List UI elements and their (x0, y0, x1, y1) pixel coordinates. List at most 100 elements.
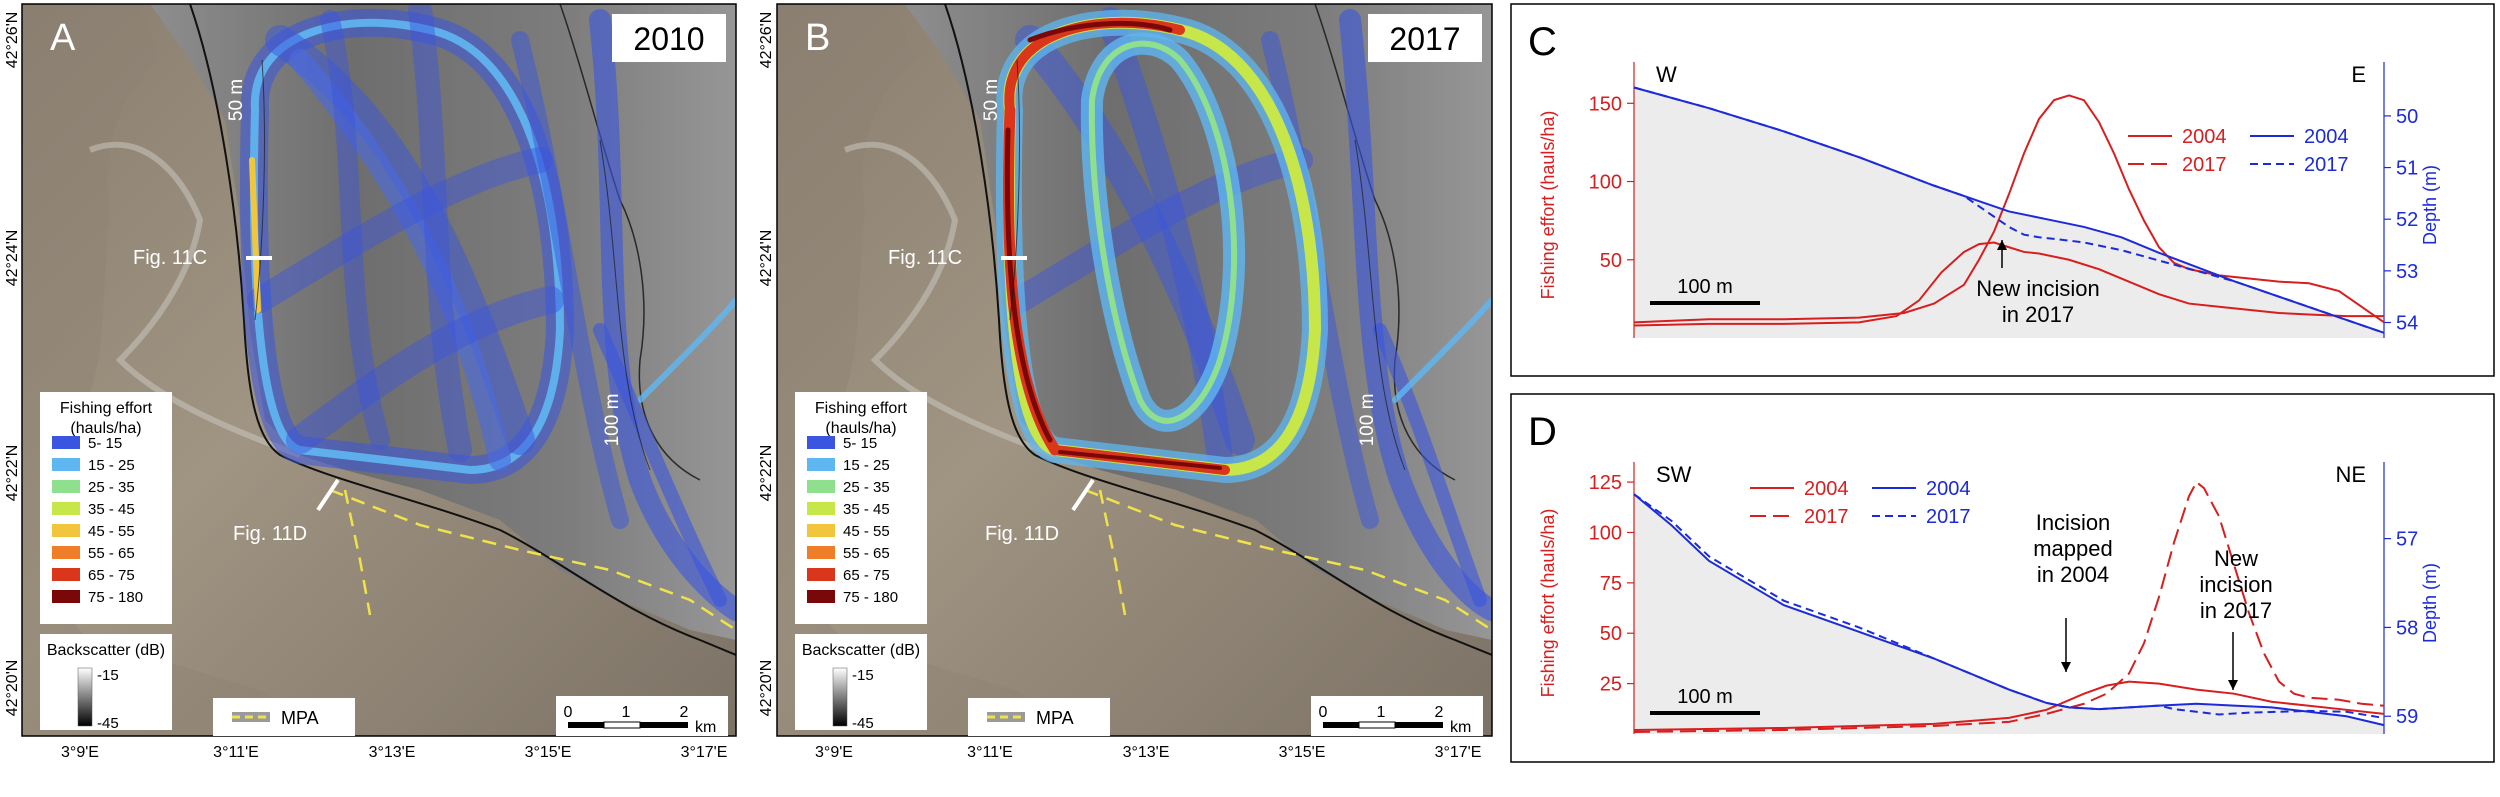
map_a-legend-swatch (52, 524, 80, 537)
chart-d-left-tick-label: 25 (1600, 674, 1622, 696)
map-b-scale-2: 2 (1435, 704, 1444, 721)
chart-d-annotation-text: in 2004 (2037, 562, 2109, 587)
map-b-backscatter-min: -45 (852, 715, 874, 732)
chart-c-right-tick-label: 53 (2396, 261, 2418, 283)
map-a-legend: Fishing effort (hauls/ha) 5- 15 15 - 25 25… (40, 392, 172, 624)
map-b-year-box (1368, 14, 1482, 62)
map-b-contour-100: 100 m (1357, 394, 1378, 447)
chart-d-right-tick-label: 57 (2396, 529, 2418, 551)
chart-c-legend-fishing-2004: 2004 (2182, 126, 2227, 148)
chart-d-annotation-text: in 2017 (2200, 598, 2272, 623)
mpa-boundary (329, 488, 736, 632)
map_a-legend-bin: 15 - 25 (88, 457, 135, 474)
fishing-tracks-2017 (995, 7, 1492, 621)
chart-c-scale-label: 100 m (1677, 276, 1733, 298)
map_a-legend-bin: 45 - 55 (88, 523, 135, 540)
map_a-legend-swatch (52, 546, 80, 559)
chart-c-left-tick-label: 50 (1600, 250, 1622, 272)
chart-d-legend-depth-2004: 2004 (1926, 478, 1971, 500)
chart-d-fishing-2004-line (1633, 680, 2385, 731)
chart-d-left-tick-label: 100 (1589, 522, 1622, 544)
map_a-legend-swatch (52, 590, 80, 603)
map_a-legend-bin: 65 - 75 (88, 567, 135, 584)
map-a-scale-1: 1 (622, 704, 631, 721)
map-a-lon-2: 3°11'E (213, 744, 259, 761)
map-b-year: 2017 (1389, 21, 1460, 57)
chart-c-right-tick-label: 50 (2396, 106, 2418, 128)
chart-d-fishing-2017-line (1633, 480, 2385, 733)
map_b-legend-bin: 25 - 35 (843, 479, 890, 496)
chart-c: C 50 100 150 50 51 52 53 54 Fishing effort (haul… (1510, 3, 2495, 377)
map-a-mpa-label: MPA (281, 708, 319, 728)
chart-d-annotation-text: mapped (2033, 536, 2113, 561)
map-b-scale-unit: km (1450, 719, 1471, 736)
map_b-legend-bin: 45 - 55 (843, 523, 890, 540)
map-a-backscatter-min: -45 (97, 715, 119, 732)
fishing-tracks-2010 (239, 4, 736, 621)
map-b-letter: B (805, 17, 830, 59)
map_b-legend-swatch (807, 546, 835, 559)
chart-c-legend-depth-2017: 2017 (2304, 154, 2349, 176)
chart-d-depth-2004-line (1633, 493, 2385, 727)
chart-d-left-tick-label: 125 (1589, 472, 1622, 494)
map-a-lat-2: 42°24'N (4, 230, 21, 287)
map-b-contour-50: 50 m (981, 79, 1002, 121)
chart-c-seabed-fill (1634, 87, 2384, 338)
map-a-lon-3: 3°13'E (369, 744, 416, 761)
map_b-legend-swatch (807, 568, 835, 581)
map-a-scale-2: 2 (680, 704, 689, 721)
chart-d-seabed-fill (1634, 494, 2384, 734)
map-b-lon-1: 3°9'E (815, 744, 853, 761)
chart-d-annotation-arrowhead (2228, 680, 2238, 690)
map-a: A 2010 50 m 100 m Fig. 11C Fig. 11D Fish… (4, 3, 737, 761)
map-b-scale-0: 0 (1319, 704, 1328, 721)
map-a-contour-100: 100 m (602, 394, 623, 447)
map_b-legend-swatch (807, 480, 835, 493)
map-b-backscatter-title: Backscatter (dB) (802, 642, 920, 659)
map_a-legend-swatch (52, 502, 80, 515)
map_a-legend-swatch (52, 436, 80, 449)
map-a-lon-4: 3°15'E (525, 744, 572, 761)
chart-d-ylabel-right: Depth (m) (2420, 563, 2440, 643)
chart-c-ylabel-left: Fishing effort (hauls/ha) (1538, 111, 1558, 300)
coastline (189, 4, 736, 656)
map-b: B 2017 50 m 100 m Fig. 11C Fig. 11D Fish… (758, 3, 1493, 761)
chart-d-right-tick-label: 59 (2396, 706, 2418, 728)
chart-c-left-end: W (1656, 62, 1677, 87)
chart-c-letter: C (1528, 20, 1557, 64)
map-b-lon-3: 3°13'E (1123, 744, 1170, 761)
map-b-fig-11c: Fig. 11C (888, 247, 962, 269)
map-a-lon-5: 3°17'E (681, 744, 728, 761)
chart-c-left-tick-label: 100 (1589, 172, 1622, 194)
chart-d-letter: D (1528, 410, 1557, 454)
chart-c-depth-2017-line (1633, 86, 2385, 334)
chart-d-annotation-text: incision (2199, 572, 2272, 597)
map-a-fig-11c: Fig. 11C (133, 247, 207, 269)
map_a-legend-bin: 35 - 45 (88, 501, 135, 518)
chart-d-annotation-text: New (2214, 546, 2258, 571)
map-a-lat-4: 42°20'N (4, 660, 21, 717)
chart-c-right-tick-label: 54 (2396, 313, 2418, 335)
map-a-mpa-legend: MPA (213, 698, 355, 736)
map_a-legend-swatch (52, 568, 80, 581)
map-a-lat-3: 42°22'N (4, 445, 21, 502)
chart-d: D 25 50 75 100 125 57 58 59 Fishing effort (haul… (1510, 393, 2495, 763)
chart-c-fishing-2017-line (1633, 94, 2385, 324)
map_b-legend-bin: 15 - 25 (843, 457, 890, 474)
chart-d-left-end: SW (1656, 462, 1692, 487)
chart-d-annotation-text: Incision (2036, 510, 2111, 535)
map-b-legend-unit: (hauls/ha) (825, 420, 896, 437)
chart-d-right-tick-label: 58 (2396, 617, 2418, 639)
map-b-lon-2: 3°11'E (967, 744, 1013, 761)
map-a-scale-unit: km (695, 719, 716, 736)
map_b-legend-bin: 55 - 65 (843, 545, 890, 562)
map-b-legend-title: Fishing effort (815, 400, 908, 417)
map-a-fig-11d: Fig. 11D (233, 523, 307, 545)
map-b-legend: Fishing effort (hauls/ha) 5- 15 15 - 25 25… (795, 392, 927, 624)
map-a-scale-bar: 0 1 2 km (556, 696, 728, 736)
map_a-legend-swatch (52, 480, 80, 493)
map-a-backscatter-title: Backscatter (dB) (47, 642, 165, 659)
chart-d-legend-depth-2017: 2017 (1926, 506, 1971, 528)
